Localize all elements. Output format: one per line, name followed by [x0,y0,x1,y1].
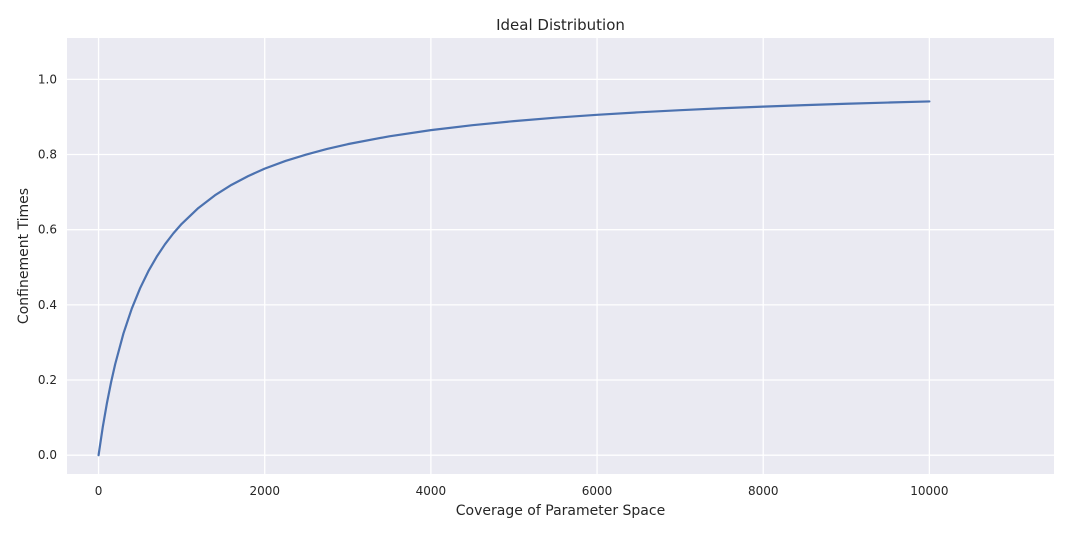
y-axis-label: Confinement Times [16,188,32,324]
x-tick-label: 2000 [249,484,280,498]
x-axis-ticks: 0 2000 4000 6000 8000 10000 [95,484,949,498]
chart-title: Ideal Distribution [496,16,625,34]
y-axis-ticks: 0.0 0.2 0.4 0.6 0.8 1.0 [38,72,57,462]
x-tick-label: 8000 [748,484,779,498]
y-tick-label: 0.0 [38,448,57,462]
x-tick-label: 6000 [582,484,613,498]
x-tick-label: 4000 [416,484,447,498]
x-tick-label: 0 [95,484,103,498]
series-layer [97,100,931,457]
y-tick-label: 0.8 [38,148,57,162]
y-tick-label: 1.0 [38,72,57,86]
grid [67,38,1054,474]
y-tick-label: 0.6 [38,223,57,237]
x-axis-label: Coverage of Parameter Space [456,503,665,519]
series-line [97,100,931,457]
x-tick-label: 10000 [910,484,948,498]
plot-area [67,38,1054,474]
y-tick-label: 0.4 [38,298,57,312]
y-tick-label: 0.2 [38,373,57,387]
